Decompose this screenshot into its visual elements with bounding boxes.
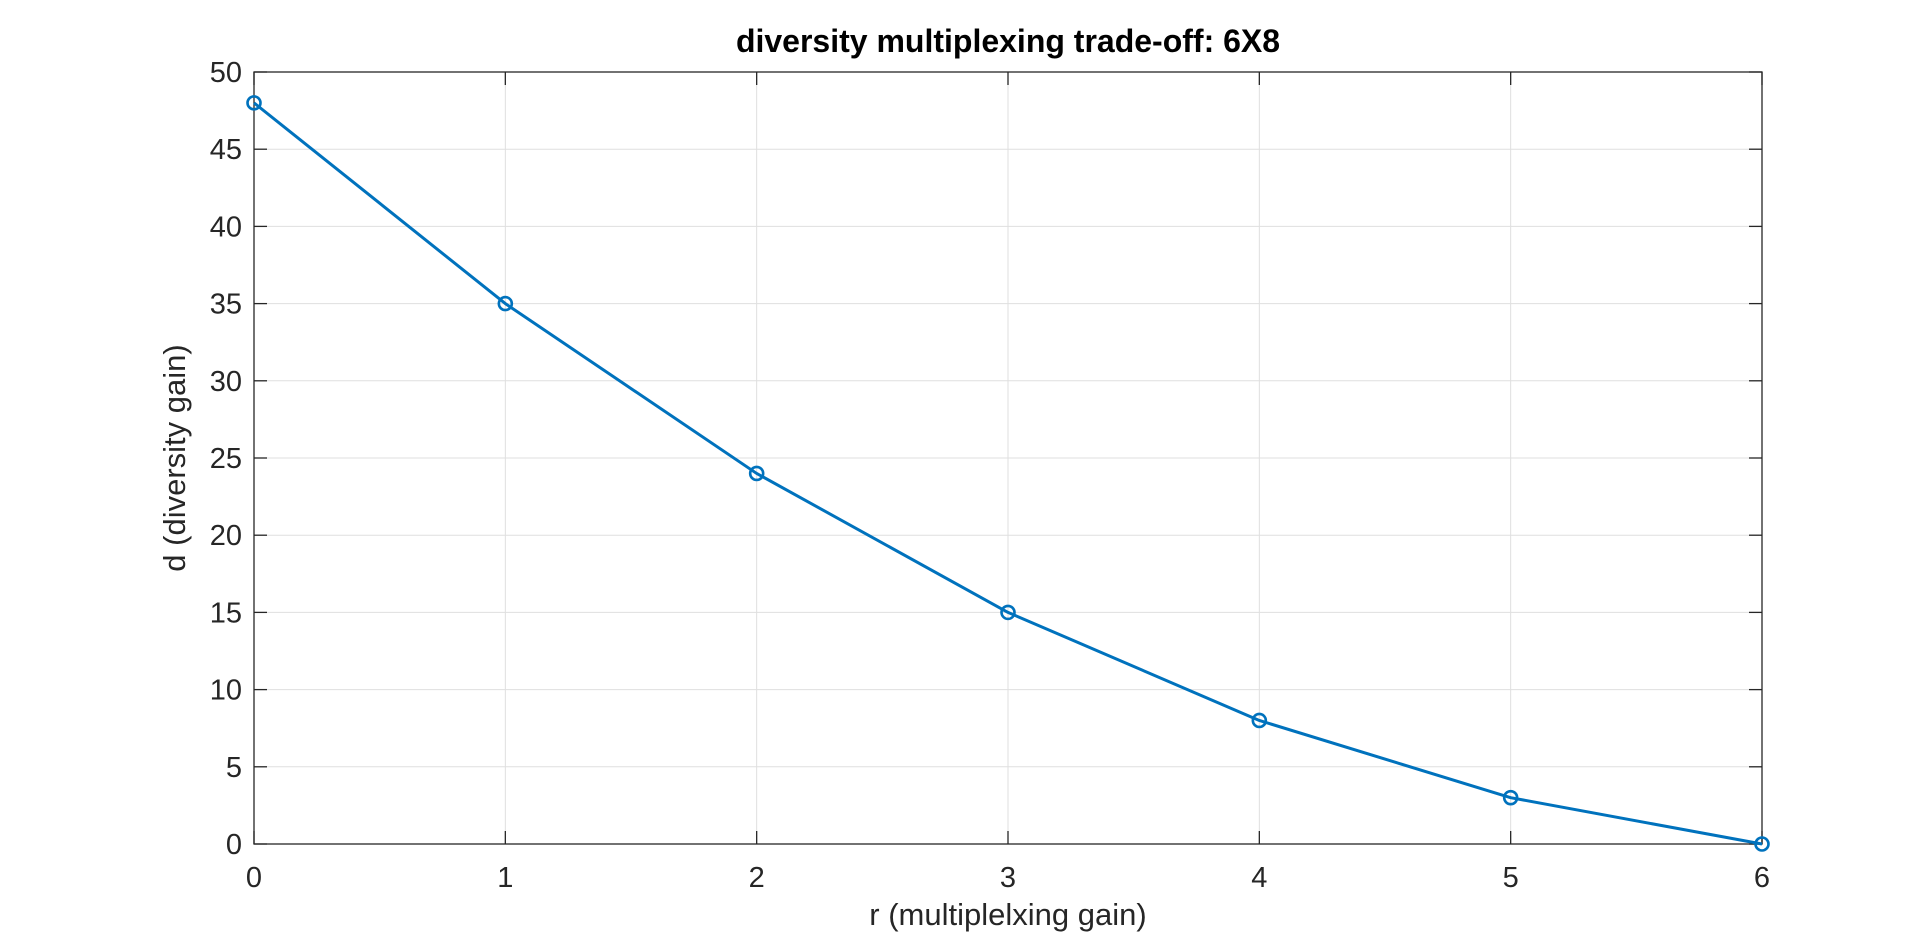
series-line	[253, 101, 1763, 846]
y-tick-label: 10	[210, 675, 242, 707]
data-point-marker	[1754, 836, 1770, 852]
data-point-marker	[1502, 789, 1519, 806]
y-tick-label: 50	[210, 57, 242, 89]
x-tick-label: 5	[1503, 862, 1519, 894]
y-tick-label: 45	[210, 134, 242, 166]
y-tick-label: 25	[210, 443, 242, 475]
x-tick-label: 6	[1754, 862, 1770, 894]
y-tick-label: 40	[210, 211, 242, 243]
x-axis-label: r (multiplelxing gain)	[869, 897, 1146, 932]
x-tick-label: 4	[1251, 862, 1267, 894]
data-point-marker	[497, 295, 514, 312]
x-tick-label: 0	[246, 862, 262, 894]
x-tick-label: 3	[1000, 862, 1016, 894]
y-tick-label: 5	[226, 752, 242, 784]
data-point-marker	[1251, 712, 1268, 729]
axes-box	[253, 71, 1763, 845]
data-point-marker	[1000, 604, 1016, 621]
x-tick-label: 2	[749, 862, 765, 894]
data-point-marker	[246, 95, 262, 111]
y-axis-label: d (diversity gain)	[157, 344, 192, 571]
x-tick-labels: 0 1 2 3 4 5 6	[246, 862, 1770, 894]
y-tick-label: 30	[210, 366, 242, 398]
y-tick-label: 35	[210, 289, 242, 321]
data-point-marker	[748, 465, 765, 482]
y-tick-labels: 0 5 10 15 20 25 30 35 40 45 50	[210, 57, 242, 861]
series-layer	[246, 95, 1770, 852]
y-tick-label: 15	[210, 597, 242, 629]
chart-title: diversity multiplexing trade-off: 6X8	[736, 23, 1280, 59]
x-tick-label: 1	[497, 862, 513, 894]
y-tick-label: 20	[210, 520, 242, 552]
y-tick-label: 0	[226, 829, 242, 861]
